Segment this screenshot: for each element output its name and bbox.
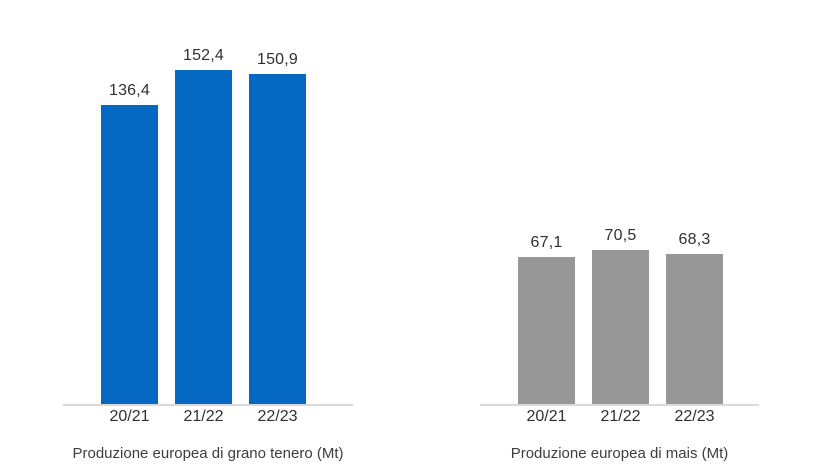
x-tick-label: 20/21 bbox=[526, 408, 567, 425]
bar-value-label: 67,1 bbox=[530, 234, 563, 252]
x-tick-label: 20/21 bbox=[109, 408, 150, 425]
x-axis-labels: 20/21 21/22 22/23 bbox=[518, 408, 723, 426]
bar-grano-2223: 150,9 bbox=[249, 51, 306, 404]
bar-value-label: 150,9 bbox=[256, 50, 299, 68]
x-tick-label: 21/22 bbox=[183, 408, 224, 425]
bar-value-label: 136,4 bbox=[108, 82, 151, 100]
x-tick-label: 22/23 bbox=[674, 408, 715, 425]
bar-mais-2021: 67,1 bbox=[518, 234, 575, 404]
bar-grano-2021: 136,4 bbox=[101, 82, 158, 404]
chart-grano-tenero: 136,4 152,4 150,9 20/21 21/22 22/23 Prod… bbox=[63, 0, 353, 473]
bar-grano-2122: 152,4 bbox=[175, 47, 232, 404]
bar-value-label: 70,5 bbox=[604, 226, 637, 244]
bar-value-label: 152,4 bbox=[182, 47, 225, 65]
x-tick-label: 22/23 bbox=[257, 408, 298, 425]
x-tick-label: 21/22 bbox=[600, 408, 641, 425]
chart-mais: 67,1 70,5 68,3 20/21 21/22 22/23 Produzi… bbox=[480, 0, 759, 473]
plot-area: 136,4 152,4 150,9 bbox=[101, 47, 306, 404]
x-axis-labels: 20/21 21/22 22/23 bbox=[101, 408, 306, 426]
chart-title: Produzione europea di grano tenero (Mt) bbox=[72, 445, 344, 462]
x-axis-line bbox=[63, 404, 353, 406]
plot-area: 67,1 70,5 68,3 bbox=[518, 227, 723, 404]
chart-title: Produzione europea di mais (Mt) bbox=[510, 445, 729, 462]
bar-value-label: 68,3 bbox=[678, 231, 711, 249]
bar-mais-2122: 70,5 bbox=[592, 227, 649, 404]
x-axis-line bbox=[480, 404, 759, 406]
bar-mais-2223: 68,3 bbox=[666, 231, 723, 404]
